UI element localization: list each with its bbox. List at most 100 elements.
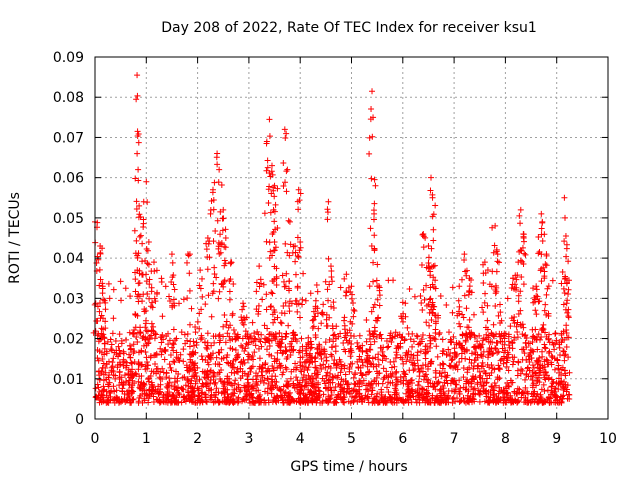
data-point (99, 333, 106, 340)
data-point (375, 351, 382, 358)
data-point (561, 352, 568, 359)
data-point (189, 366, 196, 373)
data-point (514, 399, 521, 406)
data-point (227, 360, 234, 367)
data-point (548, 361, 555, 368)
data-point (429, 213, 436, 220)
data-point (565, 334, 572, 341)
data-point (522, 395, 529, 402)
data-point (419, 332, 426, 339)
data-point (476, 368, 483, 375)
data-point (551, 366, 558, 373)
data-point (187, 356, 194, 363)
data-point (226, 399, 233, 406)
data-point (552, 330, 559, 337)
data-point (122, 285, 129, 292)
data-point (477, 351, 484, 358)
data-point (144, 260, 151, 267)
data-point (355, 364, 362, 371)
data-point (456, 358, 463, 365)
data-point (259, 296, 266, 303)
data-point (366, 328, 373, 335)
data-point (433, 394, 440, 401)
data-point (503, 385, 510, 392)
data-point (328, 344, 335, 351)
data-point (375, 356, 382, 363)
data-point (436, 398, 443, 405)
data-point (90, 329, 97, 336)
data-point (498, 387, 505, 394)
data-point (288, 343, 295, 350)
data-point (478, 383, 485, 390)
data-point (241, 384, 248, 391)
data-point (429, 281, 436, 288)
data-point (452, 386, 459, 393)
data-point (96, 308, 103, 315)
data-point (157, 345, 164, 352)
data-point (309, 379, 316, 386)
data-point (282, 283, 289, 290)
data-point (294, 308, 301, 315)
x-tick-label: 1 (142, 431, 151, 447)
data-point (105, 396, 112, 403)
data-point (541, 358, 548, 365)
data-point (222, 226, 229, 233)
data-point (208, 313, 215, 320)
data-point (196, 282, 203, 289)
data-point (199, 293, 206, 300)
data-point (495, 398, 502, 405)
data-point (511, 354, 518, 361)
data-point (108, 341, 115, 348)
data-point (216, 166, 223, 173)
data-point (100, 326, 107, 333)
data-point (454, 366, 461, 373)
data-point (337, 284, 344, 291)
data-point (268, 289, 275, 296)
data-point (167, 298, 174, 305)
data-point (443, 351, 450, 358)
data-point (428, 360, 435, 367)
data-point (142, 320, 149, 327)
data-point (145, 376, 152, 383)
data-point (303, 397, 310, 404)
data-point (402, 371, 409, 378)
data-point (95, 357, 102, 364)
data-point (184, 259, 191, 266)
data-point (376, 292, 383, 299)
data-point (539, 237, 546, 244)
data-point (158, 278, 165, 285)
data-point (406, 393, 413, 400)
data-point (277, 386, 284, 393)
data-point (546, 348, 553, 355)
data-point (280, 278, 287, 285)
data-point (439, 336, 446, 343)
data-point (533, 357, 540, 364)
data-point (328, 351, 335, 358)
y-tick-label: 0.07 (53, 130, 84, 146)
data-point (166, 293, 173, 300)
data-point (131, 227, 138, 234)
data-point (120, 382, 127, 389)
data-point (266, 183, 273, 190)
data-point (100, 315, 107, 322)
data-point (227, 398, 234, 405)
data-point (471, 385, 478, 392)
data-point (462, 355, 469, 362)
data-point (134, 267, 141, 274)
data-point (170, 341, 177, 348)
data-point (305, 356, 312, 363)
data-point (330, 304, 337, 311)
data-point (532, 326, 539, 333)
data-point (461, 257, 468, 264)
data-point (427, 337, 434, 344)
data-point (331, 331, 338, 338)
data-point (221, 243, 228, 250)
data-point (373, 277, 380, 284)
data-point (359, 359, 366, 366)
data-point (521, 250, 528, 257)
data-point (210, 206, 217, 213)
data-point (285, 394, 292, 401)
data-point (566, 391, 573, 398)
data-point (432, 202, 439, 209)
data-point (551, 355, 558, 362)
